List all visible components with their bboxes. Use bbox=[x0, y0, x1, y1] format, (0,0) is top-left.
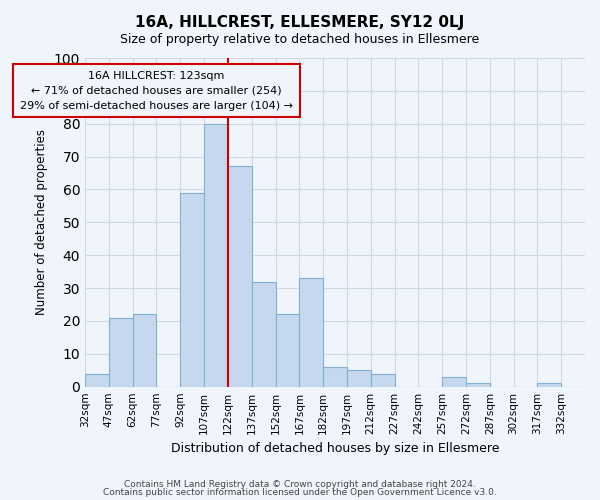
Bar bbox=[252, 282, 275, 387]
Bar bbox=[538, 384, 561, 386]
Bar bbox=[228, 166, 252, 386]
Bar bbox=[442, 377, 466, 386]
Bar bbox=[299, 278, 323, 386]
Bar bbox=[85, 374, 109, 386]
Bar bbox=[109, 318, 133, 386]
Text: Size of property relative to detached houses in Ellesmere: Size of property relative to detached ho… bbox=[121, 32, 479, 46]
X-axis label: Distribution of detached houses by size in Ellesmere: Distribution of detached houses by size … bbox=[171, 442, 499, 455]
Bar bbox=[323, 367, 347, 386]
Bar bbox=[466, 384, 490, 386]
Text: 16A HILLCREST: 123sqm
← 71% of detached houses are smaller (254)
29% of semi-det: 16A HILLCREST: 123sqm ← 71% of detached … bbox=[20, 71, 293, 110]
Bar bbox=[133, 314, 157, 386]
Text: Contains public sector information licensed under the Open Government Licence v3: Contains public sector information licen… bbox=[103, 488, 497, 497]
Bar bbox=[371, 374, 395, 386]
Y-axis label: Number of detached properties: Number of detached properties bbox=[35, 130, 48, 316]
Bar bbox=[180, 193, 204, 386]
Bar bbox=[275, 314, 299, 386]
Bar bbox=[347, 370, 371, 386]
Bar bbox=[204, 124, 228, 386]
Text: 16A, HILLCREST, ELLESMERE, SY12 0LJ: 16A, HILLCREST, ELLESMERE, SY12 0LJ bbox=[136, 15, 464, 30]
Text: Contains HM Land Registry data © Crown copyright and database right 2024.: Contains HM Land Registry data © Crown c… bbox=[124, 480, 476, 489]
